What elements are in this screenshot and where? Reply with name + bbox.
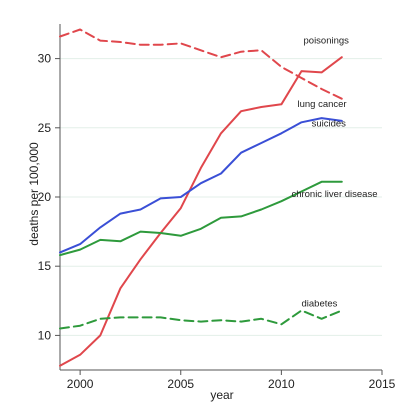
y-tick-label-1: 15 xyxy=(38,259,52,273)
x-tick-label-2: 2010 xyxy=(268,377,295,391)
series-label-chronic-liver-disease: chronic liver disease xyxy=(291,189,377,200)
y-tick-label-0: 10 xyxy=(38,328,52,342)
y-tick-label-4: 30 xyxy=(38,52,52,66)
series-line-suicides xyxy=(59,117,343,254)
series-line-chronic-liver-disease xyxy=(59,180,343,257)
gridlines xyxy=(60,58,382,336)
series-label-diabetes: diabetes xyxy=(302,298,338,309)
series-line-poisonings xyxy=(59,56,343,367)
ticks: 2000 2005 2010 2015 10 15 20 25 30 xyxy=(38,52,396,391)
series-line-diabetes xyxy=(59,309,343,330)
series-label-poisonings: poisonings xyxy=(304,35,350,46)
x-tick-label-0: 2000 xyxy=(67,377,94,391)
series-labels: poisonings lung cancer suicides chronic liv… xyxy=(291,35,377,309)
series-label-suicides: suicides xyxy=(312,118,347,129)
x-tick-label-3: 2015 xyxy=(369,377,396,391)
y-axis-title: deaths per 100,000 xyxy=(27,142,41,246)
series-lines xyxy=(59,28,343,367)
y-tick-label-3: 25 xyxy=(38,121,52,135)
x-tick-label-1: 2005 xyxy=(167,377,194,391)
series-line-lung-cancer xyxy=(59,28,343,100)
series-label-lung-cancer: lung cancer xyxy=(297,99,346,110)
x-axis-title: year xyxy=(210,388,233,402)
y-tick-label-2: 20 xyxy=(38,190,52,204)
